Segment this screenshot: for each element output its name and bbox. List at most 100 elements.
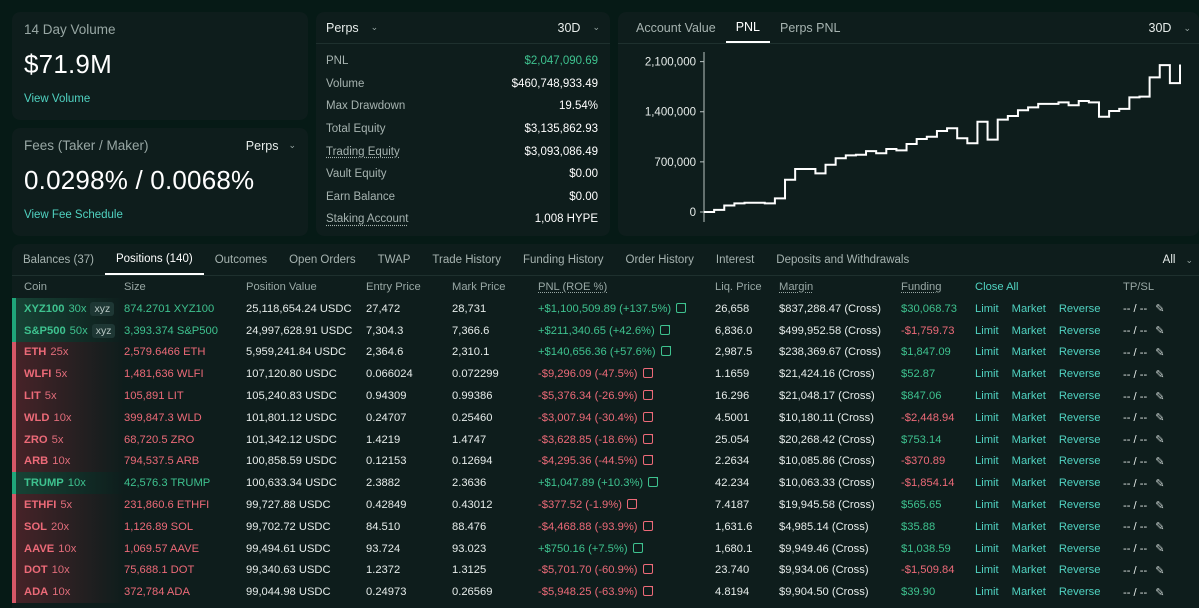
reverse-button[interactable]: Reverse bbox=[1058, 499, 1101, 512]
market-close-button[interactable]: Market bbox=[1011, 368, 1046, 381]
edit-pencil-icon[interactable]: ✎ bbox=[1155, 521, 1165, 534]
share-icon[interactable] bbox=[642, 433, 653, 444]
market-close-button[interactable]: Market bbox=[1011, 324, 1046, 337]
edit-pencil-icon[interactable]: ✎ bbox=[1155, 499, 1165, 512]
share-icon[interactable] bbox=[642, 455, 653, 466]
coin-cell[interactable]: ETHFI 5x bbox=[12, 494, 124, 516]
share-icon[interactable] bbox=[642, 368, 653, 379]
edit-pencil-icon[interactable]: ✎ bbox=[1155, 455, 1165, 468]
market-close-button[interactable]: Market bbox=[1011, 499, 1046, 512]
view-fee-schedule-link[interactable]: View Fee Schedule bbox=[24, 209, 123, 221]
chart-tab[interactable]: Perps PNL bbox=[780, 20, 841, 35]
reverse-button[interactable]: Reverse bbox=[1058, 302, 1101, 315]
account-tab[interactable]: Trade History bbox=[432, 253, 501, 266]
edit-pencil-icon[interactable]: ✎ bbox=[1155, 325, 1165, 338]
reverse-button[interactable]: Reverse bbox=[1058, 368, 1101, 381]
reverse-button[interactable]: Reverse bbox=[1058, 542, 1101, 555]
coin-cell[interactable]: TRUMP 10x bbox=[12, 472, 124, 495]
market-close-button[interactable]: Market bbox=[1011, 564, 1046, 577]
limit-close-button[interactable]: Limit bbox=[975, 564, 999, 577]
limit-close-button[interactable]: Limit bbox=[975, 499, 999, 512]
chart-tab[interactable]: PNL bbox=[725, 12, 771, 43]
market-close-button[interactable]: Market bbox=[1011, 520, 1046, 533]
limit-close-button[interactable]: Limit bbox=[975, 520, 999, 533]
account-tab[interactable]: Order History bbox=[625, 253, 694, 266]
coin-cell[interactable]: SOL 20x bbox=[12, 515, 124, 538]
limit-close-button[interactable]: Limit bbox=[975, 346, 999, 359]
chart-tab[interactable]: Account Value bbox=[636, 20, 716, 35]
edit-pencil-icon[interactable]: ✎ bbox=[1155, 390, 1165, 403]
edit-pencil-icon[interactable]: ✎ bbox=[1155, 477, 1165, 490]
coin-cell[interactable]: ZRO 5x bbox=[12, 428, 124, 451]
chart-range-select[interactable]: 30D ⌄ bbox=[1149, 12, 1191, 44]
share-icon[interactable] bbox=[659, 324, 670, 335]
coin-cell[interactable]: ADA 10x bbox=[12, 581, 124, 604]
market-close-button[interactable]: Market bbox=[1011, 542, 1046, 555]
share-icon[interactable] bbox=[632, 542, 643, 553]
edit-pencil-icon[interactable]: ✎ bbox=[1155, 586, 1165, 599]
share-icon[interactable] bbox=[642, 411, 653, 422]
limit-close-button[interactable]: Limit bbox=[975, 324, 999, 337]
share-icon[interactable] bbox=[676, 302, 687, 313]
fees-market-select[interactable]: Perps ⌄ bbox=[246, 139, 296, 153]
account-tab[interactable]: Interest bbox=[715, 253, 755, 266]
limit-close-button[interactable]: Limit bbox=[975, 368, 999, 381]
market-close-button[interactable]: Market bbox=[1011, 455, 1046, 468]
coin-cell[interactable]: ETH 25x bbox=[12, 341, 124, 364]
market-close-button[interactable]: Market bbox=[1011, 477, 1046, 490]
share-icon[interactable] bbox=[626, 499, 637, 510]
edit-pencil-icon[interactable]: ✎ bbox=[1155, 346, 1165, 359]
reverse-button[interactable]: Reverse bbox=[1058, 586, 1101, 599]
share-icon[interactable] bbox=[642, 564, 653, 575]
limit-close-button[interactable]: Limit bbox=[975, 542, 999, 555]
positions-filter-select[interactable]: All ⌄ bbox=[1163, 244, 1193, 276]
limit-close-button[interactable]: Limit bbox=[975, 586, 999, 599]
reverse-button[interactable]: Reverse bbox=[1058, 411, 1101, 424]
edit-pencil-icon[interactable]: ✎ bbox=[1155, 368, 1165, 381]
close-all-button[interactable]: Close All bbox=[975, 276, 1123, 298]
edit-pencil-icon[interactable]: ✎ bbox=[1155, 543, 1165, 556]
account-tab[interactable]: Open Orders bbox=[289, 253, 356, 266]
reverse-button[interactable]: Reverse bbox=[1058, 520, 1101, 533]
view-volume-link[interactable]: View Volume bbox=[24, 93, 91, 105]
account-tab[interactable]: Deposits and Withdrawals bbox=[776, 253, 910, 266]
coin-cell[interactable]: DOT 10x bbox=[12, 559, 124, 582]
share-icon[interactable] bbox=[642, 586, 653, 597]
account-tab[interactable]: Balances (37) bbox=[23, 253, 94, 266]
limit-close-button[interactable]: Limit bbox=[975, 455, 999, 468]
account-tab[interactable]: Funding History bbox=[522, 253, 604, 266]
share-icon[interactable] bbox=[642, 520, 653, 531]
stats-market-select[interactable]: Perps ⌄ bbox=[326, 21, 378, 35]
reverse-button[interactable]: Reverse bbox=[1058, 390, 1101, 403]
limit-close-button[interactable]: Limit bbox=[975, 302, 999, 315]
limit-close-button[interactable]: Limit bbox=[975, 433, 999, 446]
limit-close-button[interactable]: Limit bbox=[975, 477, 999, 490]
reverse-button[interactable]: Reverse bbox=[1058, 455, 1101, 468]
account-tab[interactable]: Outcomes bbox=[214, 253, 268, 266]
account-tab[interactable]: Positions (140) bbox=[104, 244, 204, 275]
share-icon[interactable] bbox=[660, 346, 671, 357]
coin-cell[interactable]: WLFI 5x bbox=[12, 363, 124, 386]
edit-pencil-icon[interactable]: ✎ bbox=[1155, 412, 1165, 425]
reverse-button[interactable]: Reverse bbox=[1058, 477, 1101, 490]
market-close-button[interactable]: Market bbox=[1011, 411, 1046, 424]
market-close-button[interactable]: Market bbox=[1011, 586, 1046, 599]
share-icon[interactable] bbox=[642, 390, 653, 401]
coin-cell[interactable]: WLD 10x bbox=[12, 406, 124, 429]
edit-pencil-icon[interactable]: ✎ bbox=[1155, 303, 1165, 316]
coin-cell[interactable]: ARB 10x bbox=[12, 450, 124, 473]
reverse-button[interactable]: Reverse bbox=[1058, 433, 1101, 446]
limit-close-button[interactable]: Limit bbox=[975, 411, 999, 424]
edit-pencil-icon[interactable]: ✎ bbox=[1155, 434, 1165, 447]
reverse-button[interactable]: Reverse bbox=[1058, 324, 1101, 337]
reverse-button[interactable]: Reverse bbox=[1058, 564, 1101, 577]
stats-range-select[interactable]: 30D ⌄ bbox=[558, 21, 600, 35]
market-close-button[interactable]: Market bbox=[1011, 302, 1046, 315]
share-icon[interactable] bbox=[648, 477, 659, 488]
limit-close-button[interactable]: Limit bbox=[975, 390, 999, 403]
market-close-button[interactable]: Market bbox=[1011, 346, 1046, 359]
coin-cell[interactable]: XYZ100 30x xyz bbox=[12, 298, 124, 320]
coin-cell[interactable]: AAVE 10x bbox=[12, 537, 124, 560]
coin-cell[interactable]: S&P500 50x xyz bbox=[12, 319, 124, 342]
reverse-button[interactable]: Reverse bbox=[1058, 346, 1101, 359]
